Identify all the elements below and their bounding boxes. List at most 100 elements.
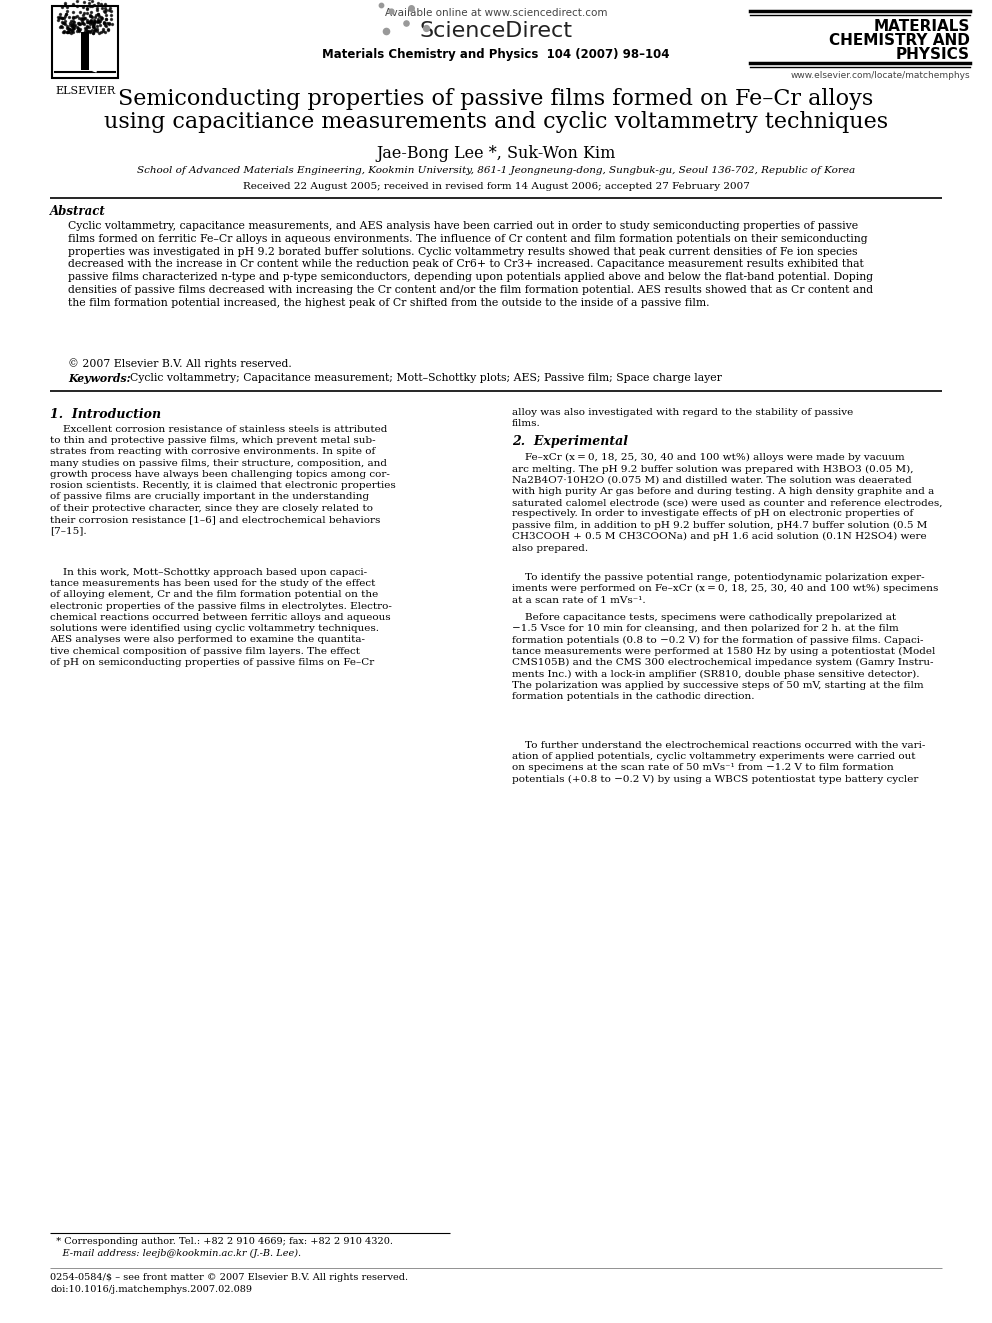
Point — [56, 13, 71, 34]
Point — [90, 11, 106, 32]
Point — [85, 15, 101, 36]
Point — [82, 20, 98, 41]
Point — [86, 0, 102, 16]
Point — [75, 5, 91, 26]
Point — [69, 17, 85, 38]
Point — [72, 1, 88, 22]
Point — [69, 17, 85, 38]
Point — [65, 17, 81, 38]
Point — [85, 13, 101, 34]
Point — [403, 0, 419, 19]
Point — [93, 7, 109, 28]
Point — [81, 5, 97, 26]
Point — [97, 1, 113, 22]
Point — [70, 12, 86, 33]
Point — [71, 8, 87, 29]
Point — [71, 12, 87, 33]
Point — [82, 13, 98, 34]
Point — [85, 0, 101, 7]
Point — [85, 17, 101, 38]
Point — [67, 7, 83, 28]
Point — [383, 0, 399, 21]
Point — [81, 0, 97, 15]
Point — [97, 4, 113, 25]
Point — [57, 13, 72, 34]
Point — [68, 0, 84, 5]
Point — [60, 21, 75, 42]
Point — [75, 0, 91, 17]
Point — [61, 21, 76, 42]
Point — [65, 17, 81, 38]
Point — [418, 17, 434, 38]
Point — [75, 3, 91, 24]
Point — [93, 9, 109, 30]
Point — [96, 12, 112, 33]
Point — [66, 16, 82, 37]
Point — [100, 20, 116, 41]
Point — [89, 0, 105, 21]
Point — [71, 20, 87, 41]
Point — [99, 12, 115, 33]
Point — [96, 0, 112, 21]
Point — [55, 12, 70, 33]
Point — [74, 8, 90, 29]
Point — [71, 0, 87, 5]
Point — [89, 20, 105, 41]
Point — [90, 8, 106, 29]
Point — [55, 8, 70, 29]
Point — [93, 21, 109, 42]
Point — [78, 16, 94, 37]
Point — [71, 13, 87, 34]
Point — [69, 0, 85, 5]
Point — [75, 9, 91, 30]
Point — [84, 7, 100, 28]
Point — [65, 8, 81, 29]
Point — [82, 0, 98, 7]
Text: Abstract: Abstract — [50, 205, 106, 218]
Point — [76, 7, 92, 28]
Point — [59, 17, 74, 38]
Text: 0254-0584/$ – see front matter © 2007 Elsevier B.V. All rights reserved.: 0254-0584/$ – see front matter © 2007 El… — [50, 1273, 408, 1282]
Point — [81, 12, 97, 33]
Point — [86, 17, 102, 38]
Point — [65, 19, 81, 40]
Text: CHEMISTRY AND: CHEMISTRY AND — [829, 33, 970, 48]
Point — [78, 0, 94, 20]
Point — [60, 0, 75, 21]
Point — [83, 19, 99, 40]
Point — [87, 11, 103, 32]
Point — [55, 12, 70, 33]
Point — [69, 20, 85, 41]
Text: In this work, Mott–Schottky approach based upon capaci-
tance measurements has b: In this work, Mott–Schottky approach bas… — [50, 568, 392, 667]
Point — [84, 13, 100, 34]
Point — [81, 5, 97, 26]
Point — [78, 12, 94, 33]
Point — [57, 21, 72, 42]
Point — [64, 13, 80, 34]
Point — [78, 19, 94, 40]
Text: School of Advanced Materials Engineering, Kookmin University, 861-1 Jeongneung-d: School of Advanced Materials Engineering… — [137, 165, 855, 175]
Point — [96, 0, 112, 19]
Point — [64, 7, 80, 28]
Text: Before capacitance tests, specimens were cathodically prepolarized at
−1.5 Vsce : Before capacitance tests, specimens were… — [512, 613, 935, 701]
Point — [90, 3, 106, 24]
Point — [84, 0, 100, 17]
Point — [104, 13, 120, 34]
Point — [90, 0, 106, 13]
Point — [62, 20, 78, 41]
Point — [77, 20, 93, 41]
Point — [82, 21, 98, 42]
Point — [91, 22, 107, 44]
Point — [62, 12, 78, 33]
Point — [79, 20, 95, 41]
Point — [76, 13, 92, 34]
Point — [88, 4, 104, 25]
Point — [67, 15, 83, 36]
Text: ELSEVIER: ELSEVIER — [55, 86, 115, 97]
Point — [373, 0, 389, 16]
Point — [74, 13, 90, 34]
Point — [71, 13, 87, 34]
Point — [52, 7, 67, 28]
Point — [58, 0, 73, 16]
Point — [73, 9, 89, 30]
